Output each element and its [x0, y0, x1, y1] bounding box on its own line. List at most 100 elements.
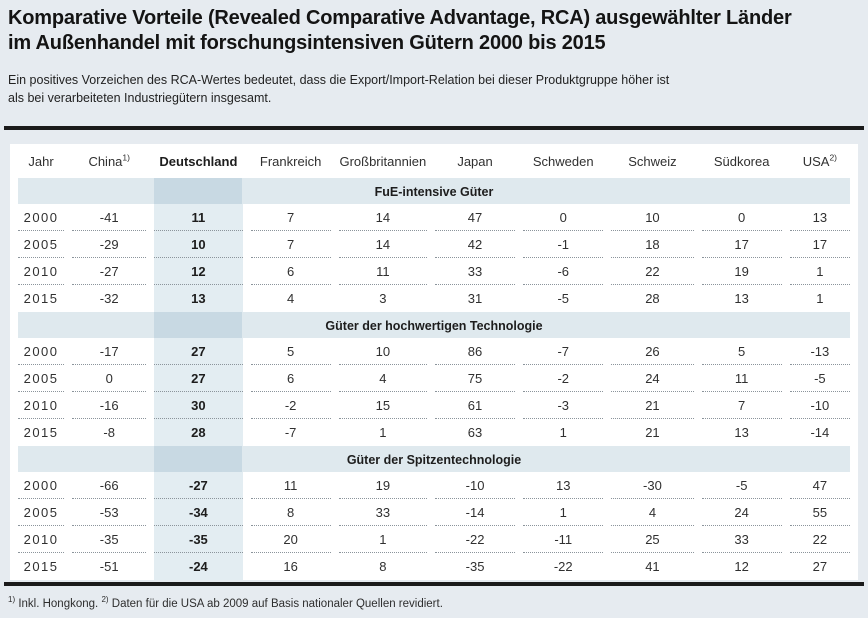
- value-cell: -35: [154, 526, 243, 553]
- value-cell: 42: [434, 231, 516, 258]
- value-cell: -10: [789, 392, 850, 419]
- value-cell: 11: [250, 472, 331, 499]
- value-cell: -3: [523, 392, 604, 419]
- page-title-line2: im Außenhandel mit forschungsintensiven …: [8, 32, 606, 54]
- value-cell: -1: [523, 231, 604, 258]
- year-cell: 2000: [18, 204, 65, 231]
- section-band-cell: FuE-intensive Güter: [18, 178, 850, 204]
- value-cell: -5: [557, 291, 570, 306]
- year-cell: 2015: [23, 559, 59, 574]
- value-cell: 75: [434, 365, 516, 392]
- value-cell: 16: [283, 559, 298, 574]
- value-cell: 24: [701, 499, 782, 526]
- footnote: 1) Inkl. Hongkong. 2) Daten für die USA …: [8, 595, 868, 612]
- value-cell: 7: [701, 392, 782, 419]
- year-cell: 2010: [18, 392, 65, 419]
- table-row: 2000 -41 11 7 14 47 0 10 0 13: [18, 204, 850, 231]
- col-header-deutschland: Deutschland: [154, 144, 242, 178]
- value-cell: 12: [154, 258, 243, 285]
- value-cell: 20: [250, 526, 331, 553]
- value-cell: 4: [611, 499, 694, 526]
- table-row: 2005 -29 10 7 14 42 -1 18 17 17: [18, 231, 850, 258]
- bottom-divider-rule: [4, 582, 864, 586]
- value-cell: -7: [284, 425, 297, 440]
- col-header-footnote-marker: 2): [829, 152, 838, 163]
- value-cell: -10: [434, 472, 516, 499]
- value-cell: 0: [72, 365, 147, 392]
- value-cell: 5: [250, 338, 331, 365]
- value-cell: 14: [338, 204, 427, 231]
- col-header-label: Frankreich: [259, 153, 322, 169]
- value-cell: 10: [154, 231, 243, 258]
- value-cell: 24: [611, 365, 694, 392]
- value-cell: -53: [72, 499, 147, 526]
- col-header-japan: Japan: [435, 144, 515, 178]
- table-row: 2000 -17 27 5 10 86 -7 26 5 -13: [18, 338, 850, 365]
- value-cell: 13: [734, 291, 749, 306]
- value-cell: 10: [611, 204, 694, 231]
- value-cell: -17: [72, 338, 147, 365]
- col-header-label: Schweiz: [628, 153, 677, 169]
- value-cell: 1: [789, 258, 850, 285]
- year-cell: 2015: [23, 425, 59, 440]
- col-header-footnote-marker: 1): [122, 152, 130, 163]
- table-row: 2015 -8 28 -7 1 63 1 21 13 -14: [18, 419, 850, 446]
- value-cell: 86: [434, 338, 516, 365]
- value-cell: 11: [338, 258, 427, 285]
- table-row: 2010 -16 30 -2 15 61 -3 21 7 -10: [18, 392, 850, 419]
- col-header-label: Südkorea: [713, 153, 770, 169]
- year-cell: 2015: [23, 291, 59, 306]
- section-band-cell: Güter der Spitzentechnologie: [18, 446, 850, 472]
- value-cell: 22: [611, 258, 694, 285]
- value-cell: 12: [734, 559, 749, 574]
- value-cell: -14: [810, 425, 830, 440]
- value-cell: -8: [103, 425, 115, 440]
- table-row: 2005 -53 -34 8 33 -14 1 4 24 55: [18, 499, 850, 526]
- col-header-jahr: Jahr: [18, 144, 64, 178]
- value-cell: -34: [154, 499, 243, 526]
- value-cell: 8: [250, 499, 331, 526]
- value-cell: 21: [645, 425, 660, 440]
- table-panel: Jahr China1) Deutschland Frankreich Großbrit…: [10, 144, 858, 580]
- value-cell: 27: [812, 559, 828, 574]
- value-cell: 3: [379, 291, 387, 306]
- value-cell: 5: [701, 338, 782, 365]
- value-cell: 8: [379, 559, 387, 574]
- section-title: Güter der Spitzentechnologie: [346, 452, 522, 467]
- value-cell: 55: [789, 499, 850, 526]
- value-cell: 26: [611, 338, 694, 365]
- value-cell: 10: [338, 338, 427, 365]
- rca-data-table: Jahr China1) Deutschland Frankreich Großbrit…: [10, 144, 858, 580]
- value-cell: -30: [611, 472, 694, 499]
- year-cell: 2010: [18, 258, 65, 285]
- value-cell: -7: [523, 338, 604, 365]
- value-cell: 6: [250, 365, 331, 392]
- value-cell: 47: [434, 204, 516, 231]
- value-cell: -29: [72, 231, 147, 258]
- value-cell: 13: [523, 472, 604, 499]
- value-cell: 27: [154, 365, 243, 392]
- year-cell: 2005: [18, 231, 65, 258]
- value-cell: -22: [553, 559, 573, 574]
- footnote-marker: 1): [8, 595, 16, 605]
- value-cell: 13: [154, 285, 243, 312]
- table-row: 2005 0 27 6 4 75 -2 24 11 -5: [18, 365, 850, 392]
- value-cell: 18: [611, 231, 694, 258]
- col-header-label: Japan: [457, 153, 493, 169]
- col-header-schweden: Schweden: [523, 144, 603, 178]
- value-cell: 0: [701, 204, 782, 231]
- col-header-label: USA: [802, 153, 830, 169]
- value-cell: -6: [523, 258, 604, 285]
- value-cell: -2: [250, 392, 331, 419]
- value-cell: 27: [154, 338, 243, 365]
- section-title: Güter der hochwertigen Technologie: [325, 318, 543, 333]
- table-row: 2010 -27 12 6 11 33 -6 22 19 1: [18, 258, 850, 285]
- page-subtitle: Ein positives Vorzeichen des RCA-Wertes …: [0, 71, 868, 107]
- col-header-s-dkorea: Südkorea: [702, 144, 782, 178]
- value-cell: -13: [789, 338, 850, 365]
- value-cell: 6: [250, 258, 331, 285]
- value-cell: 28: [154, 419, 243, 446]
- value-cell: -24: [154, 553, 243, 580]
- value-cell: 41: [645, 559, 660, 574]
- value-cell: 1: [523, 499, 604, 526]
